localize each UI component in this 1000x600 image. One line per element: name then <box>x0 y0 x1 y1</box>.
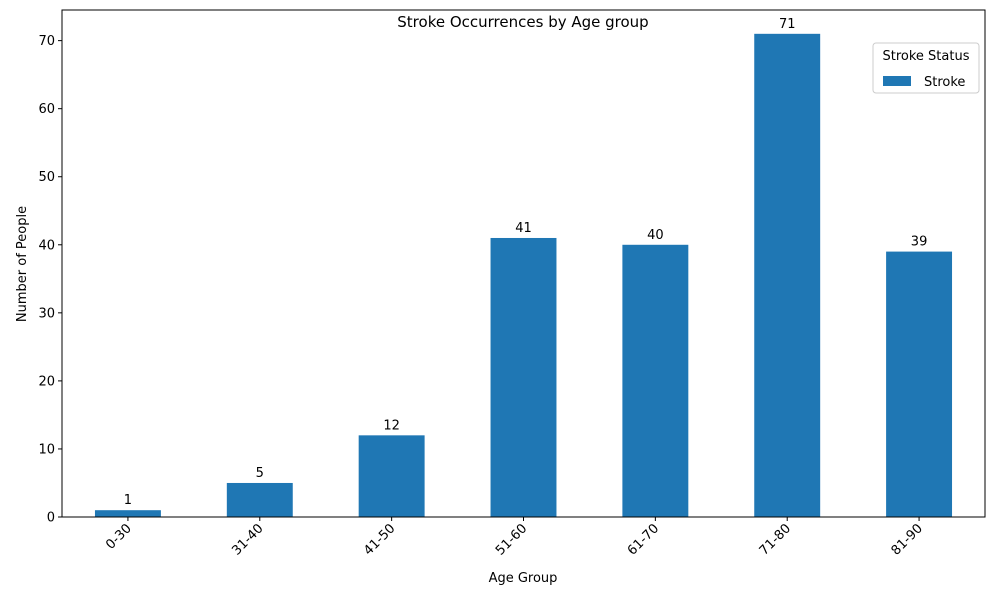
chart-title: Stroke Occurrences by Age group <box>397 13 648 31</box>
data-label-0-30: 1 <box>124 493 132 508</box>
x-tick-label-0-30: 0-30 <box>103 521 134 552</box>
bars-group <box>94 33 953 518</box>
x-tick-label-41-50: 41-50 <box>361 521 398 558</box>
bar-31-40 <box>226 482 293 517</box>
bar-71-80 <box>754 33 821 518</box>
y-tick-label: 70 <box>38 34 55 49</box>
data-label-61-70: 40 <box>647 228 664 243</box>
legend-label-stroke: Stroke <box>924 75 965 90</box>
data-labels-group: 1 5 12 41 40 71 39 <box>124 17 928 508</box>
y-tick-label: 60 <box>38 102 55 117</box>
x-tick-label-51-60: 51-60 <box>493 521 530 558</box>
plot-frame <box>61 9 986 518</box>
data-label-41-50: 12 <box>383 418 400 433</box>
bar-0-30 <box>94 510 161 517</box>
y-tick-label: 0 <box>47 511 55 526</box>
data-label-51-60: 41 <box>515 221 532 236</box>
legend-title: Stroke Status <box>883 49 970 64</box>
bar-41-50 <box>358 435 425 517</box>
data-label-71-80: 71 <box>779 17 796 32</box>
y-tick-label: 20 <box>38 374 55 389</box>
y-axis-ticks: 0 10 20 30 40 50 60 70 <box>38 34 62 526</box>
x-tick-label-81-90: 81-90 <box>889 521 926 558</box>
legend-swatch-stroke <box>883 76 911 86</box>
y-axis-label: Number of People <box>15 206 30 322</box>
x-tick-label-71-80: 71-80 <box>757 521 794 558</box>
x-axis-label: Age Group <box>489 571 558 586</box>
bar-61-70 <box>622 244 689 518</box>
y-tick-label: 40 <box>38 238 55 253</box>
x-tick-label-31-40: 31-40 <box>229 521 266 558</box>
data-label-31-40: 5 <box>256 466 264 481</box>
bar-51-60 <box>490 237 557 517</box>
y-tick-label: 30 <box>38 306 55 321</box>
y-tick-label: 50 <box>38 170 55 185</box>
x-axis-ticks: 0-30 31-40 41-50 51-60 61-70 71-80 81-90 <box>103 517 926 559</box>
data-label-81-90: 39 <box>911 235 928 250</box>
bar-81-90 <box>886 251 953 517</box>
y-tick-label: 10 <box>38 442 55 457</box>
x-tick-label-61-70: 61-70 <box>625 521 662 558</box>
legend: Stroke Status Stroke <box>872 42 980 94</box>
